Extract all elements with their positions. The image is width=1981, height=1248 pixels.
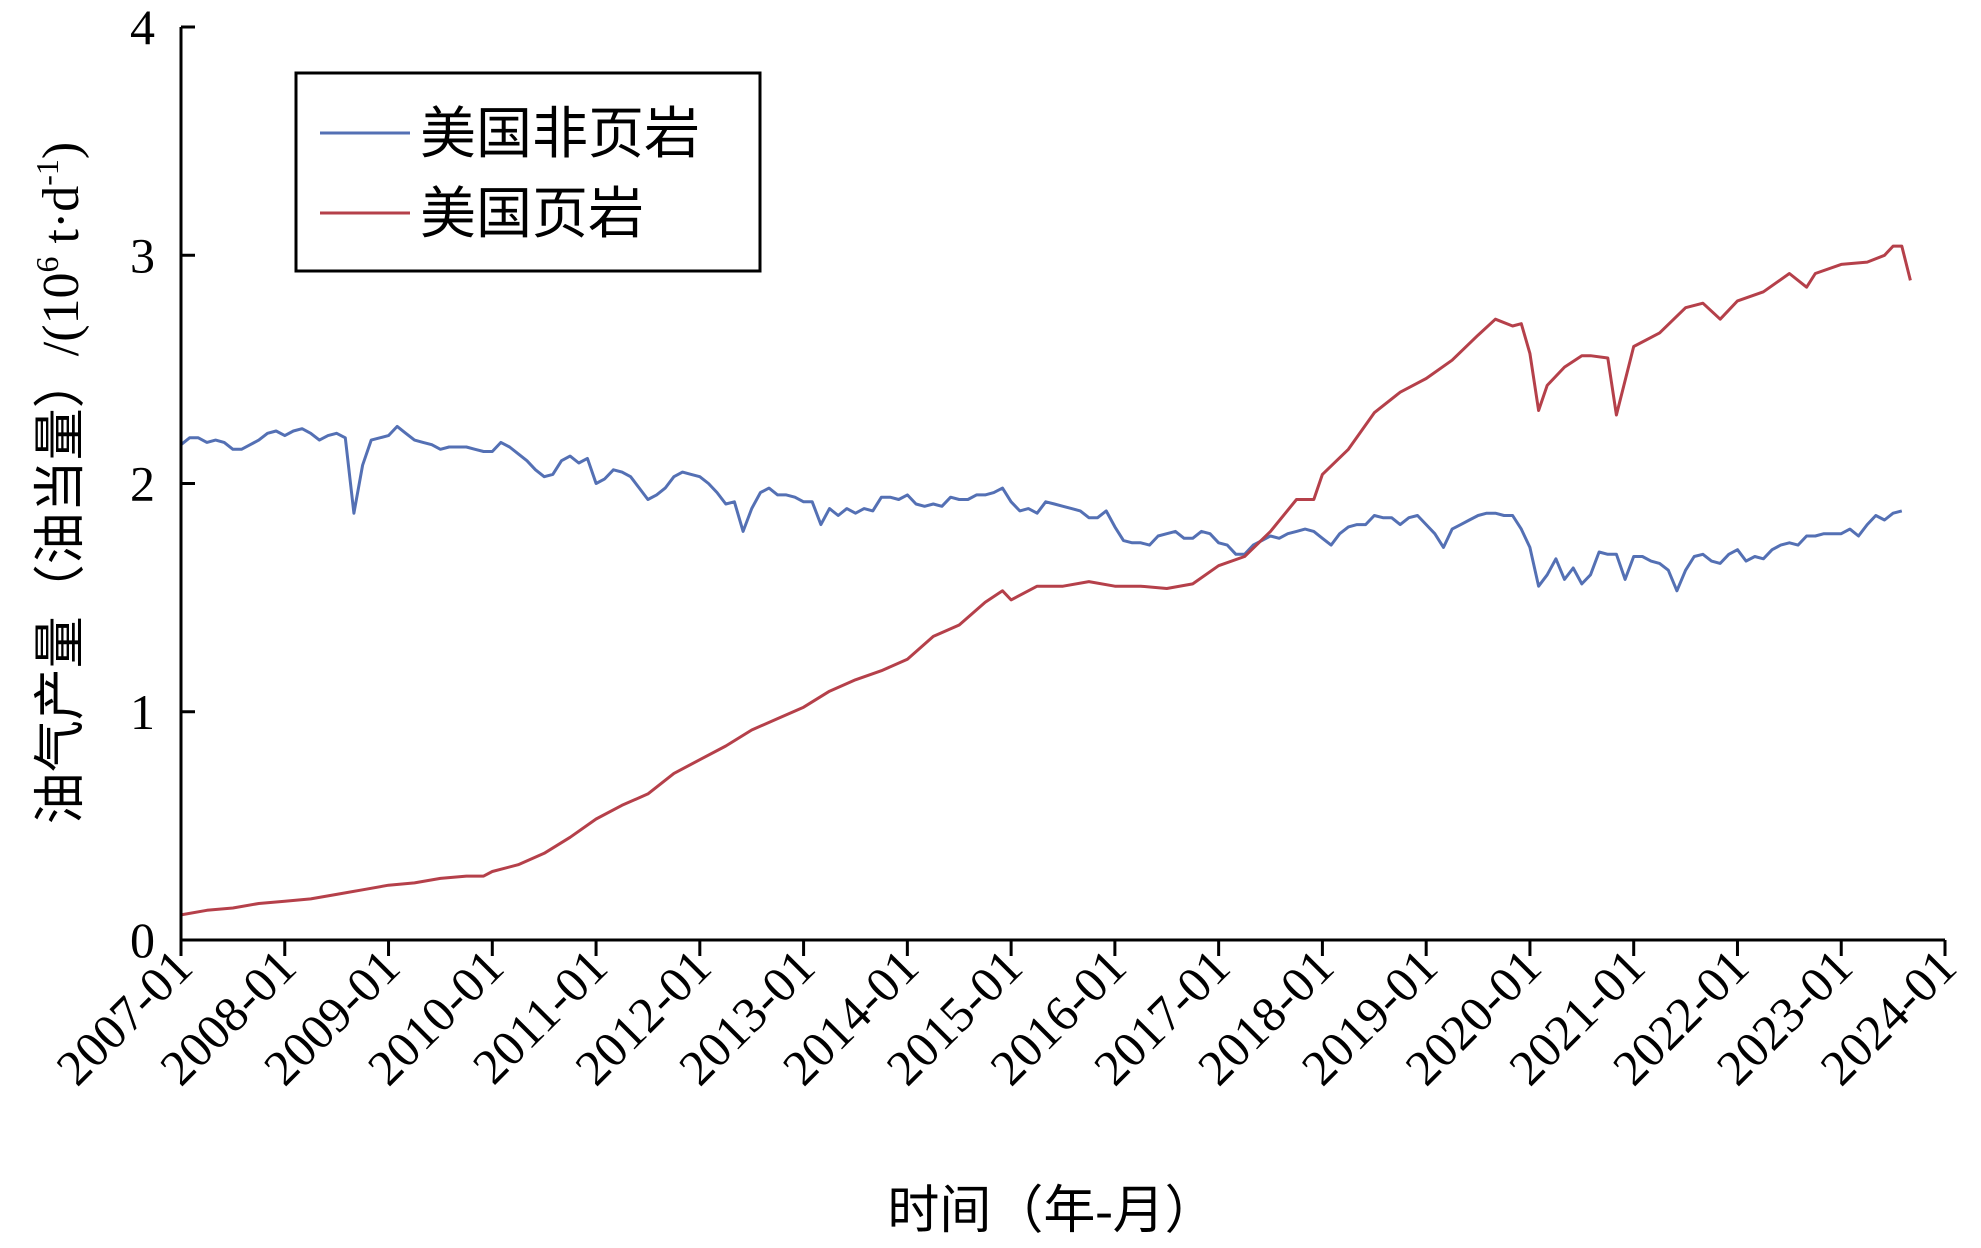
legend-box <box>294 71 762 273</box>
y-tick-label: 2 <box>130 456 155 512</box>
y-axis-title: 油气产量（油当量）/(106 t·d-1) <box>29 142 90 825</box>
y-tick-label: 1 <box>130 684 155 740</box>
legend-label-shale: 美国页岩 <box>420 184 644 246</box>
y-tick-label: 3 <box>130 227 155 283</box>
y-tick-label: 4 <box>130 0 155 55</box>
plot-area <box>180 244 1912 917</box>
axes <box>179 25 1947 956</box>
legend: 美国非页岩 美国页岩 <box>294 71 762 273</box>
legend-label-non-shale: 美国非页岩 <box>420 104 700 166</box>
x-axis-title: 时间（年-月） <box>887 1183 1216 1240</box>
series-line-shale <box>180 244 1912 917</box>
y-tick-label: 0 <box>130 912 155 968</box>
series-line-non-shale <box>180 424 1903 593</box>
